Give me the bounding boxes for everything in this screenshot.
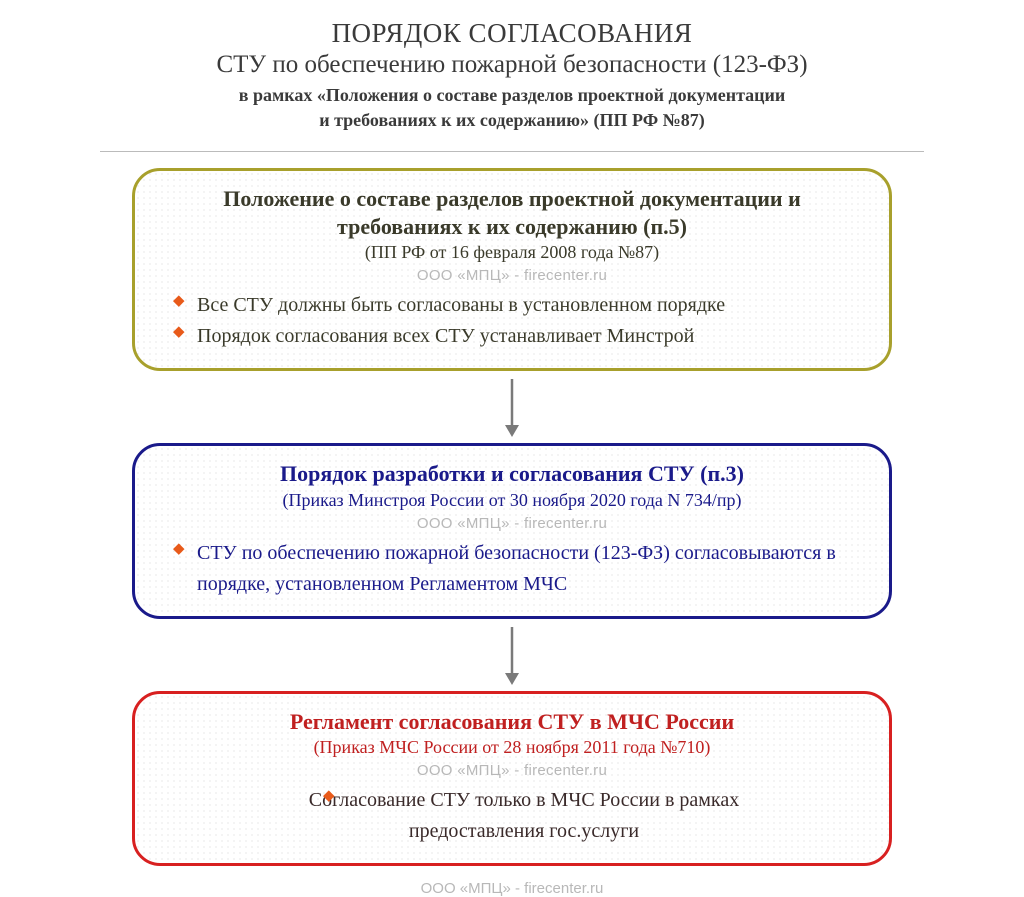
bullet-item: Согласование СТУ только в МЧС России в р… (223, 785, 801, 847)
flowchart: Положение о составе разделов проектной д… (0, 152, 1024, 897)
box2-subtitle: (Приказ Минстроя России от 30 ноября 202… (163, 490, 861, 511)
subtitle: в рамках «Положения о составе разделов п… (40, 83, 984, 133)
arrow-down-2 (497, 619, 527, 691)
flow-box-mchs: Регламент согласования СТУ в МЧС России … (132, 691, 892, 867)
box1-title: Положение о составе разделов проектной д… (163, 185, 861, 240)
arrow-down-1 (497, 371, 527, 443)
title-line-1: ПОРЯДОК СОГЛАСОВАНИЯ (40, 18, 984, 49)
arrow-down-icon (497, 377, 527, 439)
flow-box-regulation: Положение о составе разделов проектной д… (132, 168, 892, 371)
subtitle-line-2: и требованиях к их содержанию» (ПП РФ №8… (319, 110, 705, 130)
footer-watermark: ООО «МПЦ» - firecenter.ru (421, 880, 604, 897)
box1-bullets: Все СТУ должны быть согласованы в устано… (163, 290, 861, 352)
title-line-2: СТУ по обеспечению пожарной безопасности… (40, 51, 984, 79)
box1-subtitle: (ПП РФ от 16 февраля 2008 года №87) (163, 242, 861, 263)
box2-bullets: СТУ по обеспечению пожарной безопасности… (163, 538, 861, 600)
watermark-text: ООО «МПЦ» - firecenter.ru (163, 515, 861, 532)
box3-title: Регламент согласования СТУ в МЧС России (163, 708, 861, 736)
watermark-text: ООО «МПЦ» - firecenter.ru (163, 762, 861, 779)
arrow-down-icon (497, 625, 527, 687)
box2-title: Порядок разработки и согласования СТУ (п… (163, 460, 861, 488)
box3-subtitle: (Приказ МЧС России от 28 ноября 2011 год… (163, 737, 861, 758)
bullet-item: Все СТУ должны быть согласованы в устано… (173, 290, 851, 321)
subtitle-line-1: в рамках «Положения о составе разделов п… (239, 85, 786, 105)
watermark-text: ООО «МПЦ» - firecenter.ru (163, 267, 861, 284)
bullet-item: Порядок согласования всех СТУ устанавлив… (173, 321, 851, 352)
box3-bullets: Согласование СТУ только в МЧС России в р… (163, 785, 861, 847)
flow-box-procedure: Порядок разработки и согласования СТУ (п… (132, 443, 892, 619)
bullet-item: СТУ по обеспечению пожарной безопасности… (173, 538, 851, 600)
header: ПОРЯДОК СОГЛАСОВАНИЯ СТУ по обеспечению … (0, 0, 1024, 141)
